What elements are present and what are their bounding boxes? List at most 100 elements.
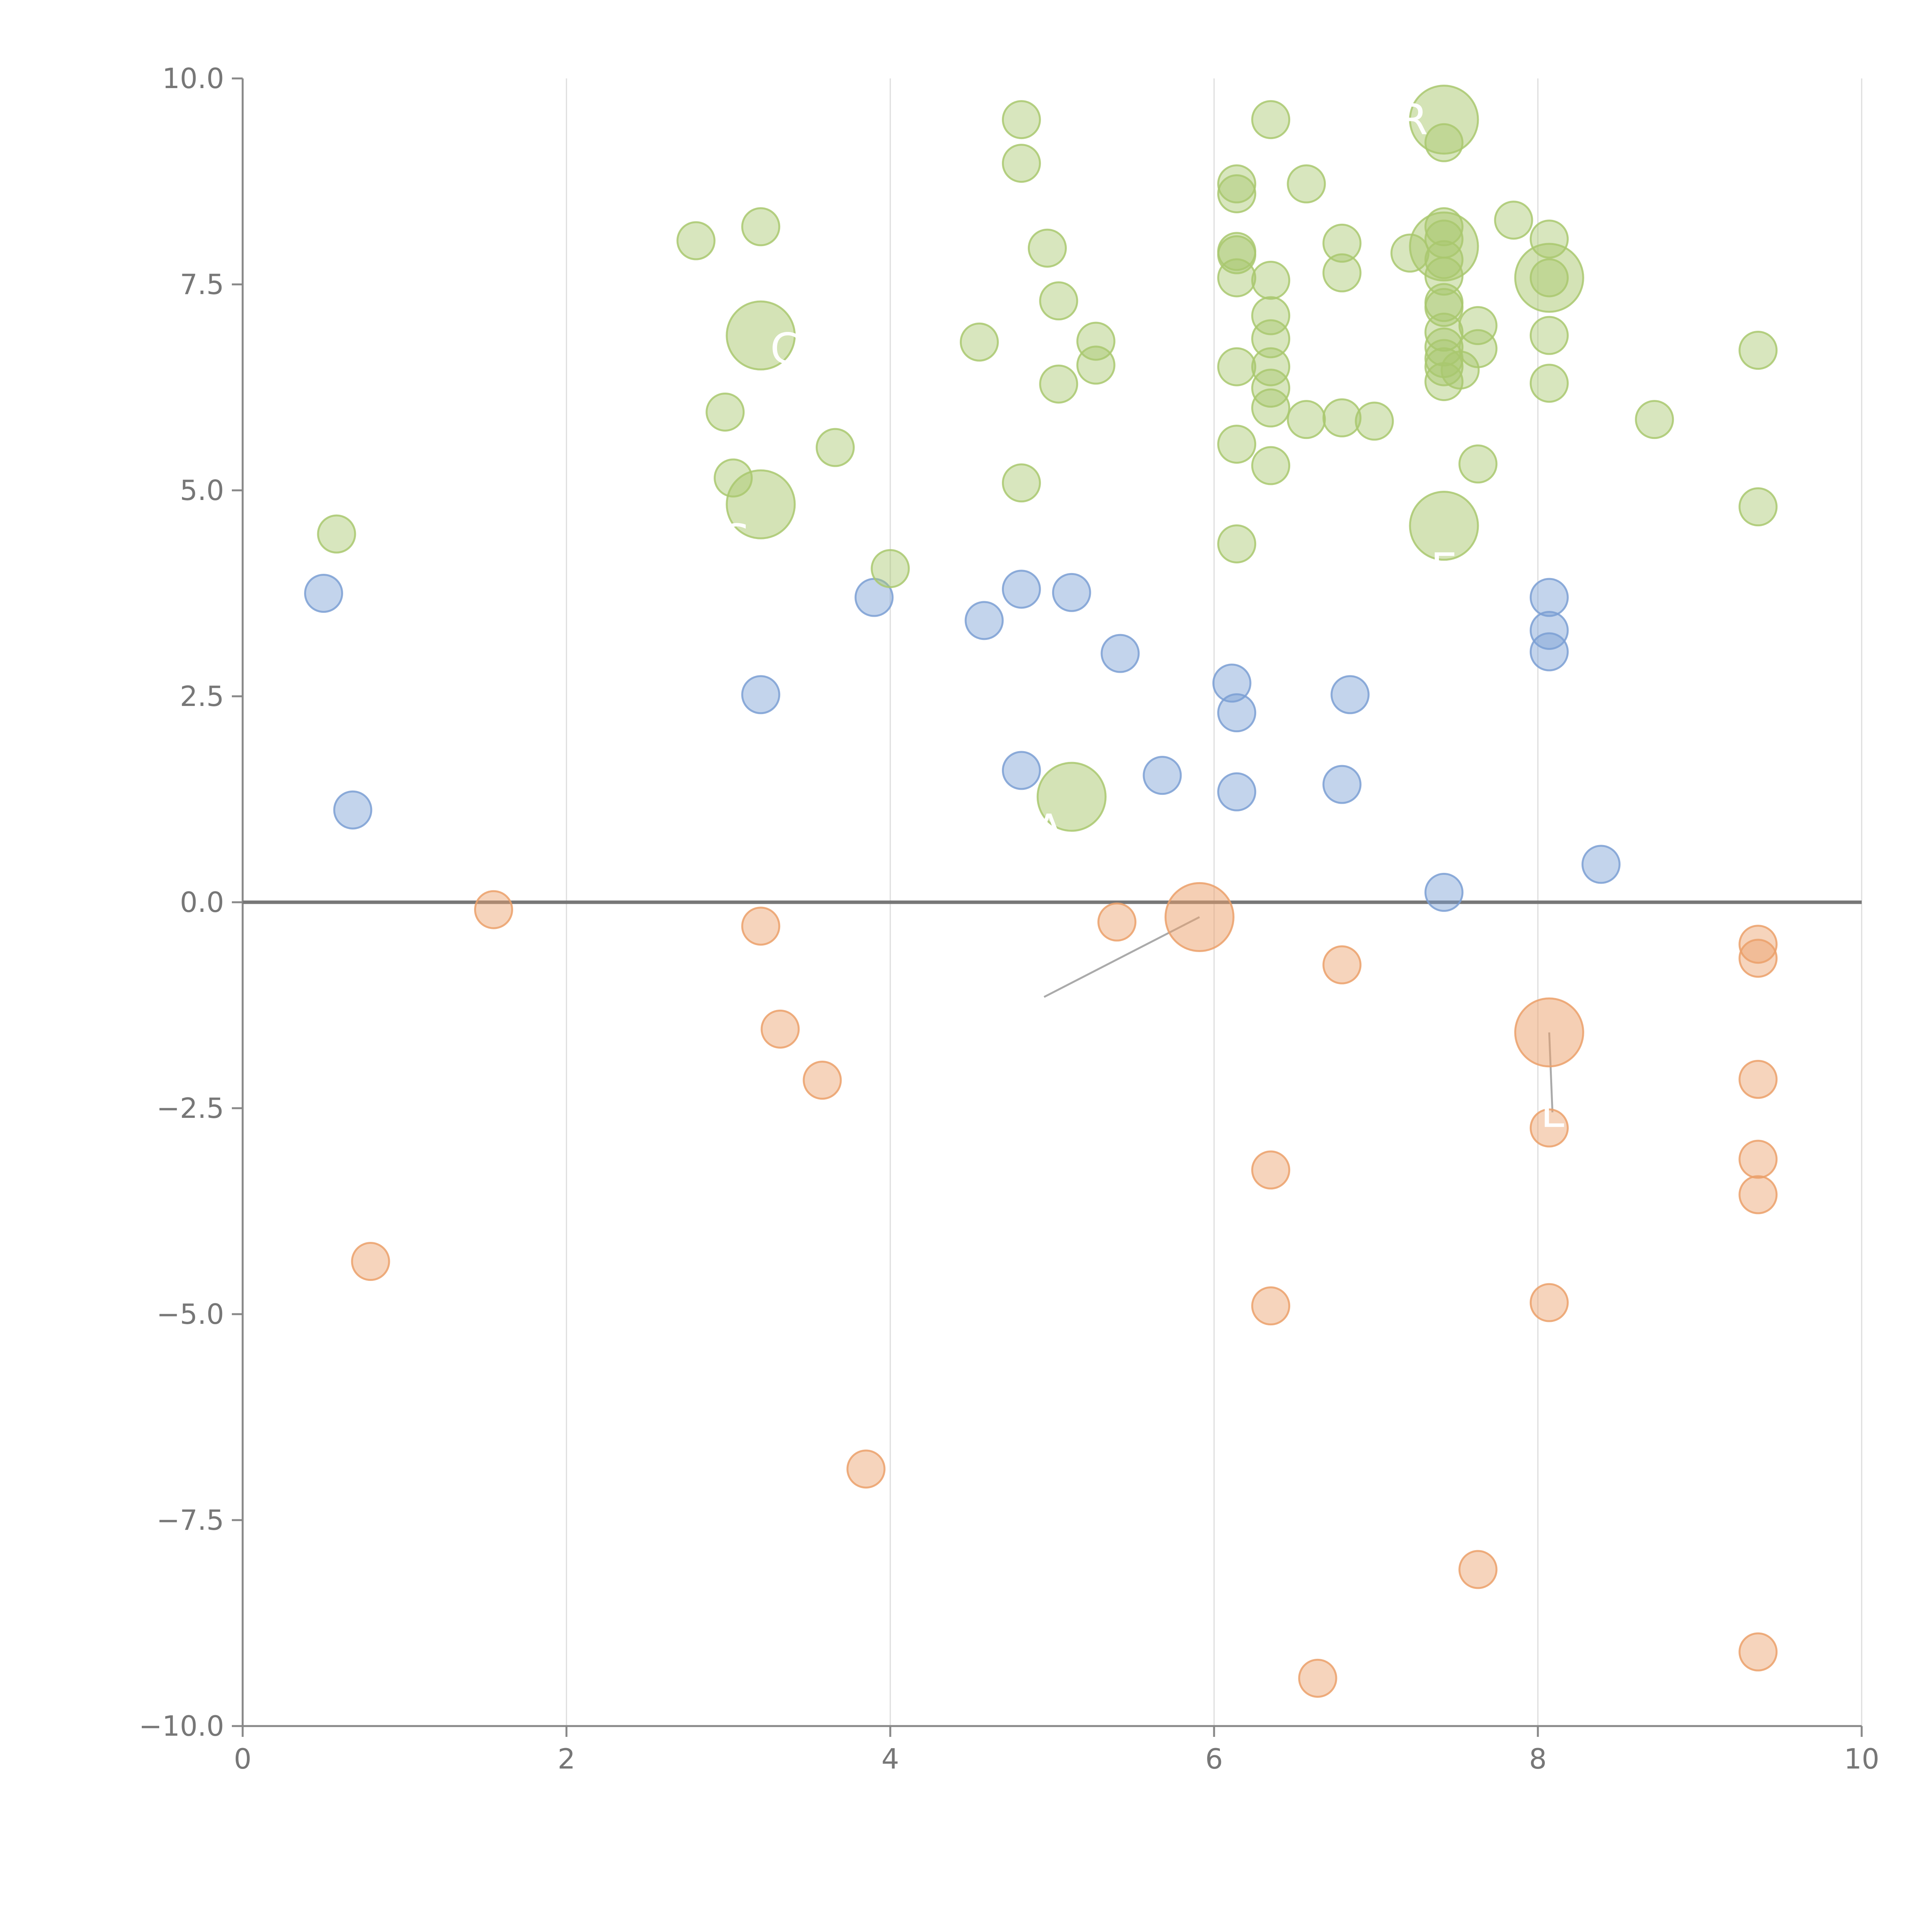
green-point — [1251, 296, 1291, 335]
green-point — [741, 207, 781, 247]
blue-point — [1330, 675, 1370, 714]
point-layer — [304, 85, 1778, 1698]
point-label: E — [1430, 544, 1458, 594]
green-point — [871, 549, 910, 588]
label-layer: L A S C E R — [723, 95, 1564, 1137]
axis-layer: −10.0 −7.5 −5.0 −2.5 0.0 2.5 5.0 7.5 10.0 0 2 4 6 8 10 — [139, 62, 1879, 1775]
orange-point — [1738, 1175, 1778, 1214]
y-tick-label: 5.0 — [180, 474, 224, 507]
highlighted-point — [1409, 211, 1479, 282]
orange-point — [1738, 925, 1778, 964]
x-tick-label: 10 — [1844, 1743, 1879, 1775]
point-label: R — [1398, 95, 1428, 145]
green-point — [1217, 164, 1257, 204]
y-tick-label: −2.5 — [156, 1092, 224, 1124]
x-tick-label: 8 — [1529, 1743, 1547, 1775]
green-point — [1458, 306, 1498, 345]
blue-point — [1143, 756, 1182, 795]
highlighted-point — [1514, 243, 1584, 313]
green-point — [1529, 364, 1569, 403]
green-point — [1287, 400, 1326, 439]
y-tick-label: 0.0 — [180, 886, 224, 918]
green-point — [1424, 327, 1464, 367]
green-point — [1039, 364, 1078, 404]
green-point — [1002, 100, 1041, 139]
y-tick-label: 7.5 — [180, 268, 224, 301]
x-tick-label: 6 — [1205, 1743, 1223, 1775]
green-point — [959, 322, 999, 362]
green-point — [1251, 260, 1291, 300]
blue-point — [1052, 573, 1091, 612]
blue-point — [1581, 845, 1621, 884]
green-point — [1635, 400, 1674, 439]
point-label: S — [723, 515, 750, 565]
orange-point — [1251, 1286, 1291, 1326]
y-tick-label: −10.0 — [139, 1710, 224, 1742]
orange-point — [1298, 1658, 1337, 1698]
green-point — [1217, 258, 1257, 298]
orange-point — [741, 906, 781, 946]
blue-point — [1002, 570, 1041, 609]
blue-point — [1529, 578, 1569, 617]
y-tick-label: 2.5 — [180, 680, 224, 713]
green-point — [1458, 444, 1498, 484]
green-point — [1738, 331, 1778, 370]
x-tick-label: 2 — [558, 1743, 575, 1775]
green-point — [1322, 223, 1362, 263]
orange-point — [1738, 1060, 1778, 1099]
green-point — [1039, 281, 1078, 321]
orange-point — [846, 1449, 886, 1489]
green-point — [1076, 345, 1116, 385]
green-point — [1322, 253, 1362, 293]
blue-point — [1217, 772, 1257, 811]
green-point — [676, 221, 716, 260]
blue-point — [1529, 632, 1569, 672]
blue-point — [964, 601, 1004, 640]
green-point — [706, 392, 745, 432]
blue-point — [304, 574, 343, 613]
green-point — [1002, 463, 1041, 503]
green-point — [1458, 329, 1498, 368]
green-point — [1738, 487, 1778, 527]
green-point — [1355, 401, 1394, 441]
green-point — [317, 514, 356, 554]
green-point — [1076, 321, 1116, 361]
orange-point — [474, 890, 513, 929]
green-point — [1251, 319, 1291, 359]
blue-point — [1212, 663, 1252, 703]
point-label: C — [770, 324, 800, 373]
green-point — [1322, 398, 1362, 437]
x-tick-label: 4 — [881, 1743, 899, 1775]
highlighted-point — [726, 469, 796, 539]
blue-point — [333, 790, 372, 830]
blue-point — [1217, 693, 1257, 733]
y-tick-label: −7.5 — [156, 1504, 224, 1536]
blue-point — [741, 675, 781, 714]
green-point — [1217, 235, 1257, 274]
orange-point — [1322, 945, 1362, 985]
highlighted-point — [1164, 882, 1235, 952]
orange-point — [1097, 902, 1137, 942]
green-point — [1217, 174, 1257, 213]
green-point — [1251, 100, 1291, 139]
orange-point — [1529, 1283, 1569, 1322]
green-point — [1251, 446, 1291, 485]
y-tick-label: −5.0 — [156, 1298, 224, 1330]
green-point — [1494, 201, 1533, 240]
orange-point — [1738, 939, 1778, 978]
highlighted-point — [1409, 85, 1479, 155]
green-point — [1251, 347, 1291, 386]
highlighted-point — [1409, 491, 1479, 561]
green-point — [1424, 347, 1464, 386]
point-label: L — [1541, 1088, 1564, 1137]
orange-point — [760, 1009, 800, 1049]
green-point — [1217, 425, 1257, 464]
green-point — [1217, 524, 1257, 564]
y-tick-label: 10.0 — [162, 62, 224, 95]
green-point — [1287, 164, 1326, 204]
green-point — [1217, 347, 1257, 386]
point-label: A — [1034, 805, 1063, 854]
orange-point — [351, 1242, 390, 1281]
green-point — [1002, 144, 1041, 183]
